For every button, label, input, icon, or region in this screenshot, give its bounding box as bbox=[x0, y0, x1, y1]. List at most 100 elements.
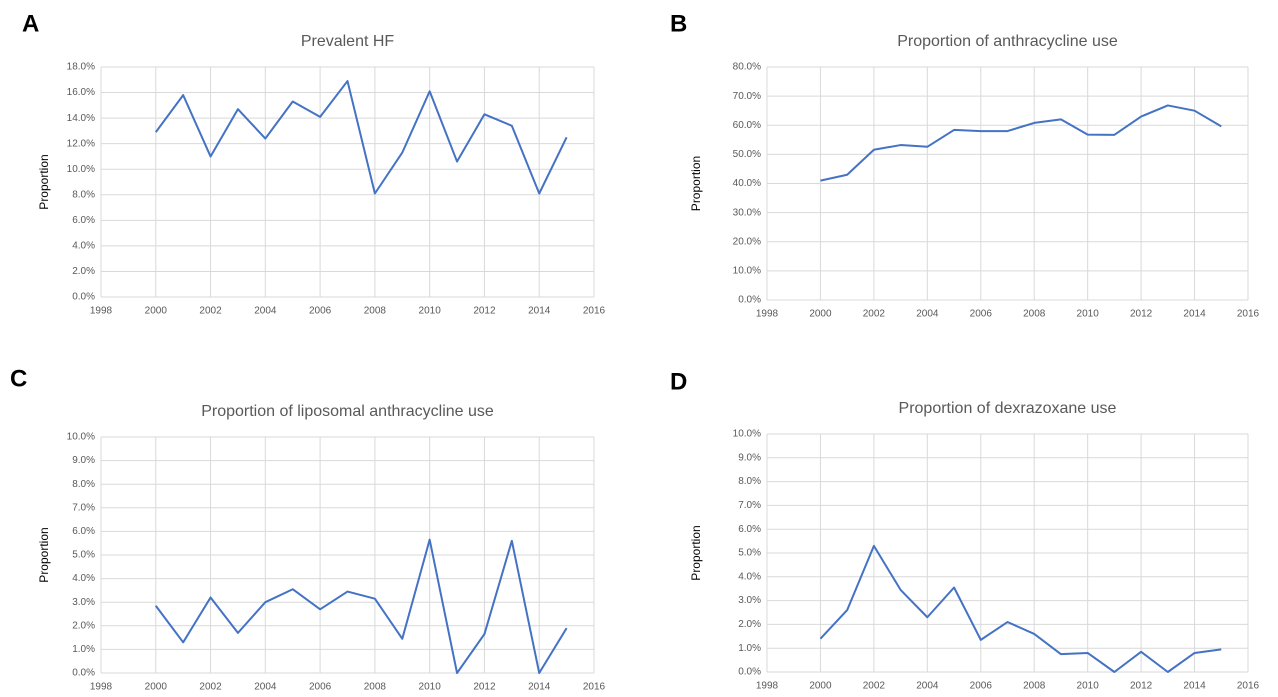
y-tick-label: 8.0% bbox=[72, 479, 95, 490]
x-tick-label: 2004 bbox=[254, 682, 277, 693]
y-tick-label: 0.0% bbox=[738, 667, 761, 678]
chart-title: Proportion of anthracycline use bbox=[897, 33, 1118, 50]
x-tick-label: 1998 bbox=[756, 681, 779, 692]
y-tick-label: 50.0% bbox=[733, 149, 761, 160]
y-tick-label: 70.0% bbox=[733, 91, 761, 102]
x-tick-label: 2016 bbox=[583, 682, 606, 693]
data-line bbox=[819, 544, 1222, 673]
x-tick-label: 2004 bbox=[254, 306, 277, 317]
y-tick-label: 16.0% bbox=[67, 87, 95, 98]
x-tick-label: 2004 bbox=[916, 309, 939, 320]
x-tick-label: 2010 bbox=[1077, 681, 1100, 692]
x-tick-label: 2014 bbox=[1183, 681, 1206, 692]
panel-label: B bbox=[670, 10, 687, 37]
x-tick-label: 2016 bbox=[1237, 681, 1260, 692]
y-tick-label: 12.0% bbox=[67, 138, 95, 149]
y-tick-label: 1.0% bbox=[738, 643, 761, 654]
data-line bbox=[820, 104, 1222, 182]
x-tick-label: 2012 bbox=[1130, 309, 1153, 320]
y-tick-label: 3.0% bbox=[72, 597, 95, 608]
y-tick-label: 9.0% bbox=[72, 455, 95, 466]
panel: A Prevalent HF Proportion 0.0% 2.0% 4.0% 6.0% 8… bbox=[22, 10, 606, 316]
y-tick-label: 5.0% bbox=[72, 550, 95, 561]
x-tick-label: 2014 bbox=[528, 306, 551, 317]
y-tick-label: 10.0% bbox=[67, 164, 95, 175]
chart-title: Proportion of liposomal anthracycline us… bbox=[201, 403, 494, 420]
y-tick-label: 9.0% bbox=[738, 452, 761, 463]
x-tick-label: 2016 bbox=[1237, 309, 1260, 320]
x-tick-label: 2014 bbox=[528, 682, 551, 693]
x-tick-label: 2012 bbox=[473, 682, 496, 693]
x-tick-label: 2008 bbox=[364, 682, 387, 693]
x-tick-label: 2006 bbox=[309, 306, 332, 317]
y-tick-label: 60.0% bbox=[733, 120, 761, 131]
x-tick-label: 2008 bbox=[1023, 309, 1046, 320]
y-tick-label: 2.0% bbox=[738, 619, 761, 630]
panel-label: D bbox=[670, 368, 687, 395]
y-tick-label: 0.0% bbox=[72, 292, 95, 303]
panel-label: C bbox=[10, 365, 27, 392]
y-tick-label: 6.0% bbox=[72, 215, 95, 226]
x-tick-label: 2016 bbox=[583, 306, 606, 317]
y-tick-label: 10.0% bbox=[733, 429, 761, 440]
y-tick-label: 0.0% bbox=[72, 668, 95, 679]
y-tick-label: 8.0% bbox=[72, 189, 95, 200]
x-tick-label: 2010 bbox=[419, 306, 442, 317]
x-tick-label: 2006 bbox=[970, 309, 993, 320]
x-tick-label: 2000 bbox=[809, 681, 832, 692]
x-tick-label: 2002 bbox=[863, 309, 886, 320]
y-tick-label: 80.0% bbox=[733, 62, 761, 73]
y-tick-label: 4.0% bbox=[72, 241, 95, 252]
y-tick-label: 18.0% bbox=[67, 62, 95, 73]
panel-label: A bbox=[22, 10, 39, 37]
y-tick-label: 30.0% bbox=[733, 207, 761, 218]
chart-title: Proportion of dexrazoxane use bbox=[899, 400, 1117, 417]
y-tick-label: 10.0% bbox=[733, 266, 761, 277]
y-tick-label: 14.0% bbox=[67, 113, 95, 124]
chart-title: Prevalent HF bbox=[301, 33, 395, 50]
y-axis-label: Proportion bbox=[37, 527, 51, 582]
panel: C Proportion of liposomal anthracycline u… bbox=[10, 365, 606, 692]
x-tick-label: 2002 bbox=[199, 682, 222, 693]
x-tick-label: 2014 bbox=[1183, 309, 1206, 320]
y-tick-label: 6.0% bbox=[72, 526, 95, 537]
x-tick-label: 2006 bbox=[309, 682, 332, 693]
x-tick-label: 2000 bbox=[145, 682, 168, 693]
x-tick-label: 2006 bbox=[970, 681, 993, 692]
x-tick-label: 2008 bbox=[1023, 681, 1046, 692]
data-line bbox=[154, 80, 568, 195]
x-tick-label: 2010 bbox=[419, 682, 442, 693]
y-tick-label: 10.0% bbox=[67, 432, 95, 443]
y-tick-label: 3.0% bbox=[738, 595, 761, 606]
y-tick-label: 6.0% bbox=[738, 524, 761, 535]
x-tick-label: 2000 bbox=[145, 306, 168, 317]
y-tick-label: 20.0% bbox=[733, 236, 761, 247]
y-tick-label: 8.0% bbox=[738, 476, 761, 487]
panel: D Proportion of dexrazoxane use Proportion… bbox=[670, 368, 1260, 691]
x-tick-label: 2008 bbox=[364, 306, 387, 317]
x-tick-label: 2000 bbox=[809, 309, 832, 320]
x-tick-label: 2012 bbox=[1130, 681, 1153, 692]
y-tick-label: 2.0% bbox=[72, 266, 95, 277]
y-tick-label: 2.0% bbox=[72, 620, 95, 631]
x-tick-label: 2004 bbox=[916, 681, 939, 692]
y-axis-label: Proportion bbox=[689, 156, 703, 211]
y-tick-label: 0.0% bbox=[738, 295, 761, 306]
x-tick-label: 2002 bbox=[199, 306, 222, 317]
y-tick-label: 7.0% bbox=[738, 500, 761, 511]
y-tick-label: 40.0% bbox=[733, 178, 761, 189]
x-tick-label: 1998 bbox=[90, 306, 113, 317]
y-tick-label: 4.0% bbox=[72, 573, 95, 584]
y-axis-label: Proportion bbox=[689, 525, 703, 580]
y-tick-label: 5.0% bbox=[738, 548, 761, 559]
data-line bbox=[154, 538, 568, 674]
x-tick-label: 2002 bbox=[863, 681, 886, 692]
y-tick-label: 4.0% bbox=[738, 571, 761, 582]
x-tick-label: 2012 bbox=[473, 306, 496, 317]
x-tick-label: 1998 bbox=[756, 309, 779, 320]
y-tick-label: 1.0% bbox=[72, 644, 95, 655]
x-tick-label: 2010 bbox=[1077, 309, 1100, 320]
panel: B Proportion of anthracycline use Proporti… bbox=[670, 10, 1260, 319]
y-axis-label: Proportion bbox=[37, 154, 51, 209]
